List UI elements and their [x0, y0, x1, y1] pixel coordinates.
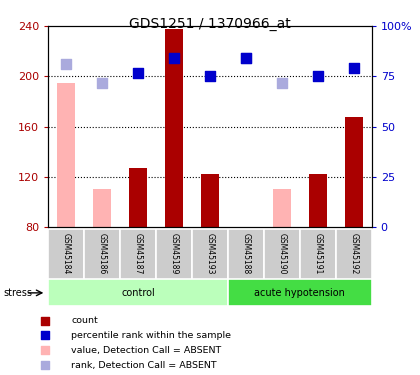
Text: GSM45187: GSM45187	[134, 233, 143, 275]
Point	[63, 61, 70, 67]
Text: rank, Detection Call = ABSENT: rank, Detection Call = ABSENT	[71, 361, 217, 370]
Bar	[309, 174, 327, 227]
Point	[278, 80, 285, 86]
Point	[350, 64, 357, 70]
Bar	[264, 229, 300, 279]
Point	[243, 55, 249, 61]
Bar	[84, 229, 120, 279]
Bar	[336, 229, 372, 279]
Bar	[93, 189, 111, 227]
Text: GSM45189: GSM45189	[170, 233, 178, 275]
Text: control: control	[121, 288, 155, 297]
Text: GSM45186: GSM45186	[98, 233, 107, 275]
Point	[135, 70, 142, 76]
Point	[243, 55, 249, 61]
Point	[42, 318, 48, 324]
Bar	[48, 279, 228, 306]
Point	[42, 362, 48, 368]
Point	[42, 332, 48, 338]
Text: GSM45192: GSM45192	[349, 233, 358, 275]
Text: percentile rank within the sample: percentile rank within the sample	[71, 331, 231, 340]
Bar	[192, 229, 228, 279]
Bar	[165, 29, 183, 227]
Point	[42, 347, 48, 353]
Bar	[228, 229, 264, 279]
Bar	[120, 229, 156, 279]
Bar	[201, 174, 219, 227]
Bar	[156, 229, 192, 279]
Text: GSM45191: GSM45191	[313, 233, 322, 275]
Bar	[300, 229, 336, 279]
Point	[171, 55, 177, 61]
Bar	[228, 279, 372, 306]
Point	[315, 74, 321, 80]
Text: GSM45184: GSM45184	[62, 233, 71, 275]
Bar	[57, 82, 75, 227]
Text: count: count	[71, 316, 98, 325]
Bar	[345, 117, 363, 227]
Bar	[273, 189, 291, 227]
Text: GSM45193: GSM45193	[205, 233, 215, 275]
Text: acute hypotension: acute hypotension	[255, 288, 345, 297]
Bar	[129, 168, 147, 227]
Bar	[48, 229, 84, 279]
Text: value, Detection Call = ABSENT: value, Detection Call = ABSENT	[71, 346, 222, 355]
Point	[207, 74, 213, 80]
Text: GSM45190: GSM45190	[277, 233, 286, 275]
Text: GDS1251 / 1370966_at: GDS1251 / 1370966_at	[129, 17, 291, 31]
Text: stress: stress	[3, 288, 32, 298]
Point	[99, 80, 105, 86]
Text: GSM45188: GSM45188	[241, 233, 250, 274]
